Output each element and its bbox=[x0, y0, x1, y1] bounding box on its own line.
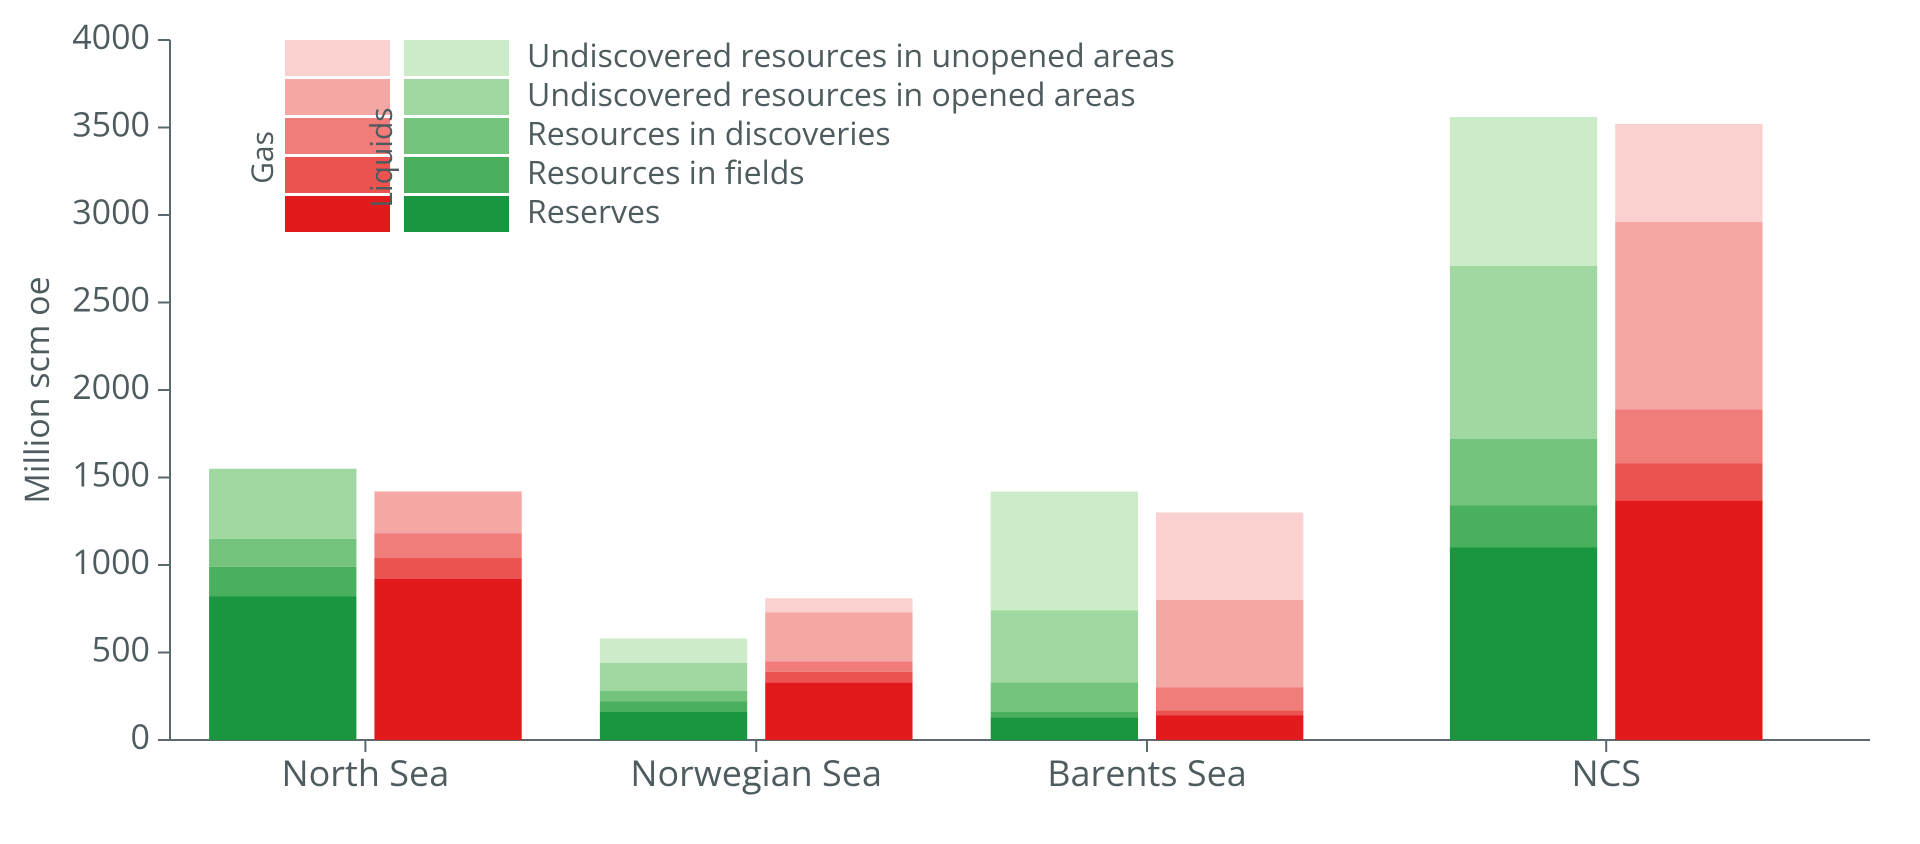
y-axis-title: Million scm oe bbox=[13, 276, 59, 503]
bar-barents-sea-liquids-res_discoveries bbox=[991, 682, 1138, 712]
y-tick-label: 2000 bbox=[72, 363, 150, 409]
bar-barents-sea-liquids-res_fields bbox=[991, 712, 1138, 717]
legend-swatch-liquids-undisc_opened bbox=[404, 79, 509, 115]
bar-ncs-liquids-undisc_opened bbox=[1450, 266, 1597, 439]
bar-norwegian-sea-liquids-undisc_unopened bbox=[600, 639, 747, 664]
bar-barents-sea-liquids-undisc_opened bbox=[991, 611, 1138, 683]
bar-barents-sea-liquids-reserves bbox=[991, 717, 1138, 740]
y-tick-label: 4000 bbox=[72, 13, 150, 59]
legend-group-gas: Gas bbox=[241, 131, 282, 184]
legend-swatch-gas-undisc_unopened bbox=[285, 40, 390, 76]
bar-norwegian-sea-liquids-reserves bbox=[600, 712, 747, 740]
legend-label-res_discoveries: Resources in discoveries bbox=[527, 112, 891, 155]
bar-norwegian-sea-gas-undisc_unopened bbox=[765, 598, 912, 612]
bar-ncs-liquids-res_discoveries bbox=[1450, 439, 1597, 506]
stacked-bar-chart: 0 500 1000 1500 2000 2500 3000 3500 4000 Million … bbox=[0, 0, 1920, 844]
legend-label-res_fields: Resources in fields bbox=[527, 151, 805, 194]
bar-barents-sea-gas-undisc_unopened bbox=[1156, 513, 1303, 601]
y-tick-label: 3000 bbox=[72, 188, 150, 234]
x-category-label: Norwegian Sea bbox=[630, 748, 882, 797]
bar-north-sea-liquids-reserves bbox=[209, 597, 356, 741]
bar-north-sea-gas-undisc_opened bbox=[374, 492, 521, 534]
legend-swatch-liquids-res_fields bbox=[404, 157, 509, 193]
bar-norwegian-sea-gas-reserves bbox=[765, 682, 912, 740]
y-tick-label: 1000 bbox=[72, 538, 150, 584]
bar-ncs-gas-undisc_opened bbox=[1615, 222, 1762, 409]
bar-barents-sea-gas-undisc_opened bbox=[1156, 600, 1303, 688]
legend-label-undisc_opened: Undiscovered resources in opened areas bbox=[527, 73, 1136, 116]
bar-norwegian-sea-liquids-res_fields bbox=[600, 702, 747, 713]
y-tick-label: 1500 bbox=[72, 451, 150, 497]
bar-barents-sea-gas-res_discoveries bbox=[1156, 688, 1303, 711]
legend-label-undisc_unopened: Undiscovered resources in unopened areas bbox=[527, 34, 1175, 77]
bar-barents-sea-liquids-undisc_unopened bbox=[991, 492, 1138, 611]
bar-ncs-gas-reserves bbox=[1615, 500, 1762, 740]
bar-north-sea-liquids-undisc_opened bbox=[209, 469, 356, 539]
legend-swatch-liquids-undisc_unopened bbox=[404, 40, 509, 76]
x-category-label: North Sea bbox=[282, 748, 450, 797]
legend-group-liquids: Liquids bbox=[360, 107, 401, 207]
bar-norwegian-sea-gas-res_fields bbox=[765, 672, 912, 683]
bar-ncs-liquids-res_fields bbox=[1450, 506, 1597, 548]
bar-north-sea-gas-reserves bbox=[374, 579, 521, 740]
bar-barents-sea-gas-reserves bbox=[1156, 716, 1303, 741]
bar-norwegian-sea-liquids-undisc_opened bbox=[600, 663, 747, 691]
bar-ncs-gas-undisc_unopened bbox=[1615, 124, 1762, 222]
legend-swatch-liquids-reserves bbox=[404, 196, 509, 232]
bar-norwegian-sea-liquids-res_discoveries bbox=[600, 691, 747, 702]
bar-ncs-gas-res_discoveries bbox=[1615, 409, 1762, 463]
bar-north-sea-gas-res_discoveries bbox=[374, 534, 521, 559]
y-tick-label: 2500 bbox=[72, 276, 150, 322]
legend-label-reserves: Reserves bbox=[527, 190, 660, 233]
y-tick-label: 500 bbox=[92, 626, 150, 672]
bar-norwegian-sea-gas-res_discoveries bbox=[765, 661, 912, 672]
bar-ncs-gas-res_fields bbox=[1615, 464, 1762, 501]
bar-north-sea-gas-res_fields bbox=[374, 558, 521, 579]
y-tick-label: 0 bbox=[131, 713, 150, 759]
y-tick-label: 3500 bbox=[72, 101, 150, 147]
bar-barents-sea-gas-res_fields bbox=[1156, 710, 1303, 715]
bar-norwegian-sea-gas-undisc_opened bbox=[765, 612, 912, 661]
bar-ncs-liquids-undisc_unopened bbox=[1450, 117, 1597, 266]
x-category-label: NCS bbox=[1571, 748, 1641, 797]
bar-north-sea-liquids-res_discoveries bbox=[209, 539, 356, 567]
legend-swatch-liquids-res_discoveries bbox=[404, 118, 509, 154]
bar-ncs-liquids-reserves bbox=[1450, 548, 1597, 741]
bar-north-sea-liquids-res_fields bbox=[209, 567, 356, 597]
chart-container: 0 500 1000 1500 2000 2500 3000 3500 4000 Million … bbox=[0, 0, 1920, 844]
x-category-label: Barents Sea bbox=[1047, 748, 1247, 797]
